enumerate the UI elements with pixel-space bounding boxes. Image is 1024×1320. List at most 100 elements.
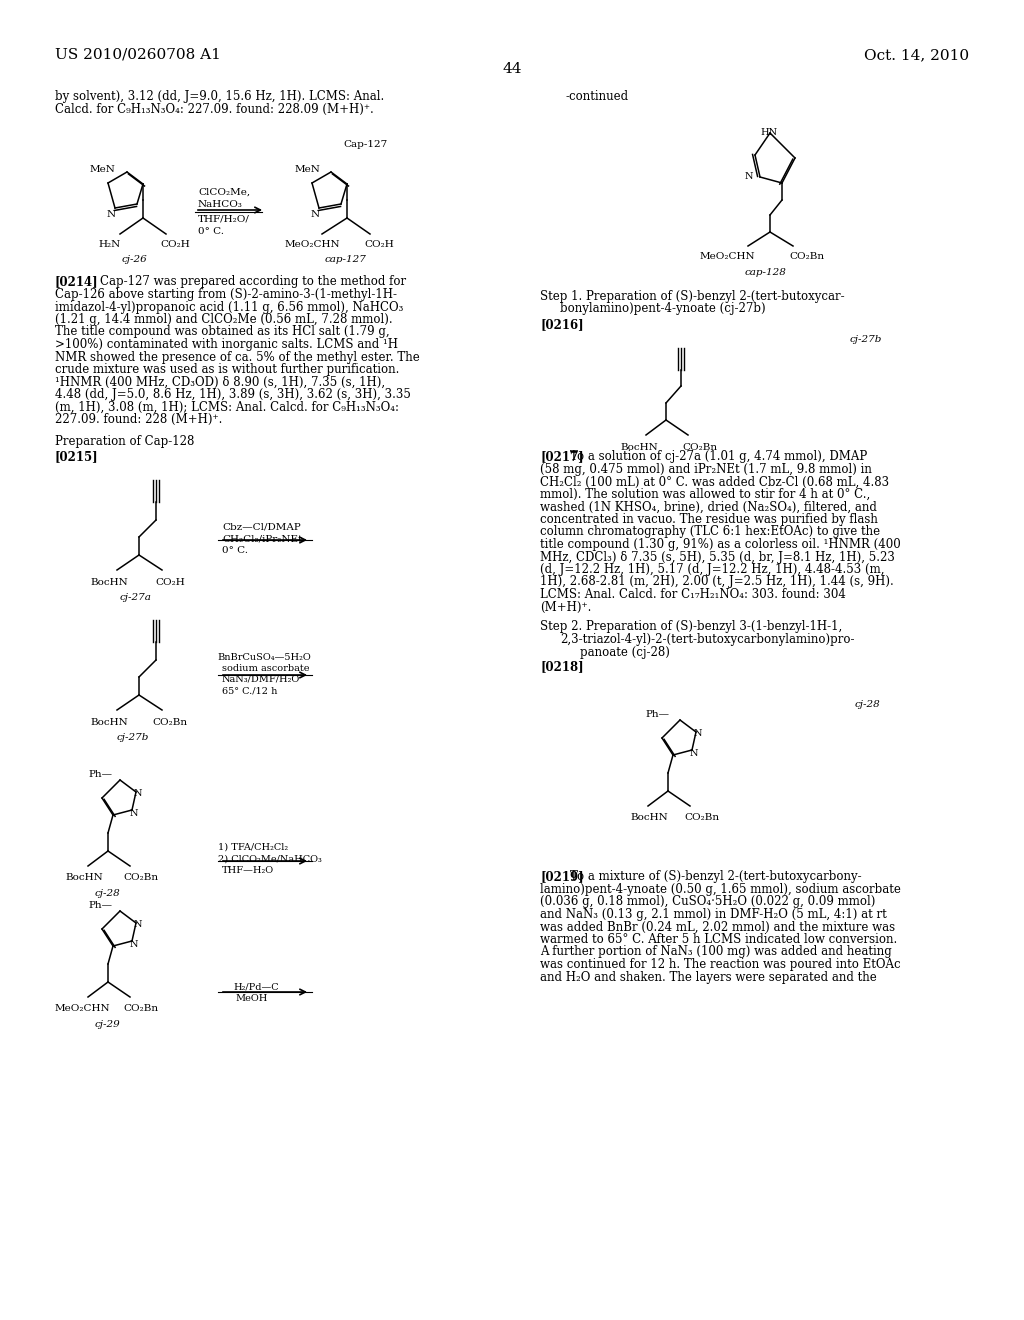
Text: Ph—: Ph— [88, 770, 112, 779]
Text: CO₂Bn: CO₂Bn [790, 252, 824, 261]
Text: 0° C.: 0° C. [198, 227, 224, 236]
Text: MeN: MeN [90, 165, 116, 174]
Text: cj-27b: cj-27b [850, 335, 883, 345]
Text: BocHN: BocHN [65, 873, 102, 882]
Text: BocHN: BocHN [630, 813, 668, 822]
Text: (d, J=12.2 Hz, 1H), 5.17 (d, J=12.2 Hz, 1H), 4.48-4.53 (m,: (d, J=12.2 Hz, 1H), 5.17 (d, J=12.2 Hz, … [540, 564, 885, 576]
Text: cap-128: cap-128 [745, 268, 786, 277]
Text: N: N [311, 210, 321, 219]
Text: cj-27a: cj-27a [120, 593, 152, 602]
Text: NaN₃/DMF/H₂O: NaN₃/DMF/H₂O [222, 675, 300, 684]
Text: by solvent), 3.12 (dd, J=9.0, 15.6 Hz, 1H). LCMS: Anal.: by solvent), 3.12 (dd, J=9.0, 15.6 Hz, 1… [55, 90, 384, 103]
Text: MeOH: MeOH [234, 994, 267, 1003]
Text: H₂N: H₂N [98, 240, 120, 249]
Text: CO₂Bn: CO₂Bn [152, 718, 187, 727]
Text: BocHN: BocHN [90, 578, 128, 587]
Text: (58 mg, 0.475 mmol) and iPr₂NEt (1.7 mL, 9.8 mmol) in: (58 mg, 0.475 mmol) and iPr₂NEt (1.7 mL,… [540, 463, 871, 477]
Text: ¹HNMR (400 MHz, CD₃OD) δ 8.90 (s, 1H), 7.35 (s, 1H),: ¹HNMR (400 MHz, CD₃OD) δ 8.90 (s, 1H), 7… [55, 375, 385, 388]
Text: THF/H₂O/: THF/H₂O/ [198, 215, 250, 224]
Text: CO₂H: CO₂H [160, 240, 189, 249]
Text: 2) ClCO₂Me/NaHCO₃: 2) ClCO₂Me/NaHCO₃ [218, 855, 322, 865]
Text: Step 2. Preparation of (S)-benzyl 3-(1-benzyl-1H-1,: Step 2. Preparation of (S)-benzyl 3-(1-b… [540, 620, 843, 634]
Text: Oct. 14, 2010: Oct. 14, 2010 [864, 48, 969, 62]
Text: 65° C./12 h: 65° C./12 h [222, 686, 278, 696]
Text: mmol). The solution was allowed to stir for 4 h at 0° C.,: mmol). The solution was allowed to stir … [540, 488, 870, 502]
Text: washed (1N KHSO₄, brine), dried (Na₂SO₄), filtered, and: washed (1N KHSO₄, brine), dried (Na₂SO₄)… [540, 500, 877, 513]
Text: Preparation of Cap-128: Preparation of Cap-128 [55, 436, 195, 447]
Text: CH₂Cl₂/iPr₂NEt: CH₂Cl₂/iPr₂NEt [222, 535, 302, 543]
Text: and H₂O and shaken. The layers were separated and the: and H₂O and shaken. The layers were sepa… [540, 970, 877, 983]
Text: H₂/Pd—C: H₂/Pd—C [233, 982, 279, 991]
Text: [0215]: [0215] [55, 450, 98, 463]
Text: N: N [694, 729, 702, 738]
Text: NaHCO₃: NaHCO₃ [198, 201, 243, 209]
Text: 1) TFA/CH₂Cl₂: 1) TFA/CH₂Cl₂ [218, 843, 288, 851]
Text: -continued: -continued [565, 90, 628, 103]
Text: Step 1. Preparation of (S)-benzyl 2-(tert-butoxycar-: Step 1. Preparation of (S)-benzyl 2-(ter… [540, 290, 845, 304]
Text: N: N [106, 210, 116, 219]
Text: A further portion of NaN₃ (100 mg) was added and heating: A further portion of NaN₃ (100 mg) was a… [540, 945, 892, 958]
Text: sodium ascorbate: sodium ascorbate [222, 664, 309, 673]
Text: warmed to 65° C. After 5 h LCMS indicated low conversion.: warmed to 65° C. After 5 h LCMS indicate… [540, 933, 897, 946]
Text: N: N [130, 809, 138, 818]
Text: MeO₂CHN: MeO₂CHN [700, 252, 756, 261]
Text: CH₂Cl₂ (100 mL) at 0° C. was added Cbz-Cl (0.68 mL, 4.83: CH₂Cl₂ (100 mL) at 0° C. was added Cbz-C… [540, 475, 889, 488]
Text: was continued for 12 h. The reaction was poured into EtOAc: was continued for 12 h. The reaction was… [540, 958, 901, 972]
Text: To a solution of cj-27a (1.01 g, 4.74 mmol), DMAP: To a solution of cj-27a (1.01 g, 4.74 mm… [570, 450, 867, 463]
Text: HN: HN [760, 128, 777, 137]
Text: (1.21 g, 14.4 mmol) and ClCO₂Me (0.56 mL, 7.28 mmol).: (1.21 g, 14.4 mmol) and ClCO₂Me (0.56 mL… [55, 313, 392, 326]
Text: [0218]: [0218] [540, 660, 584, 673]
Text: MeO₂CHN: MeO₂CHN [285, 240, 341, 249]
Text: CO₂Bn: CO₂Bn [684, 813, 719, 822]
Text: N: N [690, 748, 698, 758]
Text: 2,3-triazol-4-yl)-2-(tert-butoxycarbonylamino)pro-: 2,3-triazol-4-yl)-2-(tert-butoxycarbonyl… [560, 634, 854, 645]
Text: NMR showed the presence of ca. 5% of the methyl ester. The: NMR showed the presence of ca. 5% of the… [55, 351, 420, 363]
Text: 44: 44 [502, 62, 522, 77]
Text: Cap-126 above starting from (S)-2-amino-3-(1-methyl-1H-: Cap-126 above starting from (S)-2-amino-… [55, 288, 397, 301]
Text: LCMS: Anal. Calcd. for C₁₇H₂₁NO₄: 303. found: 304: LCMS: Anal. Calcd. for C₁₇H₂₁NO₄: 303. f… [540, 587, 846, 601]
Text: [0217]: [0217] [540, 450, 584, 463]
Text: N: N [134, 789, 142, 799]
Text: (M+H)⁺.: (M+H)⁺. [540, 601, 592, 614]
Text: and NaN₃ (0.13 g, 2.1 mmol) in DMF-H₂O (5 mL, 4:1) at rt: and NaN₃ (0.13 g, 2.1 mmol) in DMF-H₂O (… [540, 908, 887, 921]
Text: crude mixture was used as is without further purification.: crude mixture was used as is without fur… [55, 363, 399, 376]
Text: column chromatography (TLC 6:1 hex:EtOAc) to give the: column chromatography (TLC 6:1 hex:EtOAc… [540, 525, 880, 539]
Text: imidazol-4-yl)propanoic acid (1.11 g, 6.56 mmol), NaHCO₃: imidazol-4-yl)propanoic acid (1.11 g, 6.… [55, 301, 403, 314]
Text: (m, 1H), 3.08 (m, 1H); LCMS: Anal. Calcd. for C₉H₁₃N₃O₄:: (m, 1H), 3.08 (m, 1H); LCMS: Anal. Calcd… [55, 400, 399, 413]
Text: Cap-127: Cap-127 [343, 140, 387, 149]
Text: MeO₂CHN: MeO₂CHN [55, 1005, 111, 1012]
Text: N: N [134, 920, 142, 929]
Text: [0214]: [0214] [55, 275, 98, 288]
Text: (0.036 g, 0.18 mmol), CuSO₄·5H₂O (0.022 g, 0.09 mmol): (0.036 g, 0.18 mmol), CuSO₄·5H₂O (0.022 … [540, 895, 876, 908]
Text: N: N [745, 172, 754, 181]
Text: Cbz—Cl/DMAP: Cbz—Cl/DMAP [222, 521, 301, 531]
Text: THF—H₂O: THF—H₂O [222, 866, 274, 875]
Text: 4.48 (dd, J=5.0, 8.6 Hz, 1H), 3.89 (s, 3H), 3.62 (s, 3H), 3.35: 4.48 (dd, J=5.0, 8.6 Hz, 1H), 3.89 (s, 3… [55, 388, 411, 401]
Text: BocHN: BocHN [90, 718, 128, 727]
Text: concentrated in vacuo. The residue was purified by flash: concentrated in vacuo. The residue was p… [540, 513, 878, 525]
Text: CO₂Bn: CO₂Bn [123, 873, 158, 882]
Text: cj-27b: cj-27b [117, 733, 150, 742]
Text: >100%) contaminated with inorganic salts. LCMS and ¹H: >100%) contaminated with inorganic salts… [55, 338, 398, 351]
Text: US 2010/0260708 A1: US 2010/0260708 A1 [55, 48, 221, 62]
Text: N: N [130, 940, 138, 949]
Text: To a mixture of (S)-benzyl 2-(tert-butoxycarbony-: To a mixture of (S)-benzyl 2-(tert-butox… [570, 870, 861, 883]
Text: Cap-127 was prepared according to the method for: Cap-127 was prepared according to the me… [100, 275, 407, 288]
Text: The title compound was obtained as its HCl salt (1.79 g,: The title compound was obtained as its H… [55, 326, 389, 338]
Text: MeN: MeN [295, 165, 321, 174]
Text: 227.09. found: 228 (M+H)⁺.: 227.09. found: 228 (M+H)⁺. [55, 413, 222, 426]
Text: Ph—: Ph— [88, 902, 112, 909]
Text: ClCO₂Me,: ClCO₂Me, [198, 187, 250, 197]
Text: title compound (1.30 g, 91%) as a colorless oil. ¹HNMR (400: title compound (1.30 g, 91%) as a colorl… [540, 539, 901, 550]
Text: cj-28: cj-28 [95, 888, 121, 898]
Text: was added BnBr (0.24 mL, 2.02 mmol) and the mixture was: was added BnBr (0.24 mL, 2.02 mmol) and … [540, 920, 895, 933]
Text: cj-26: cj-26 [122, 255, 147, 264]
Text: lamino)pent-4-ynoate (0.50 g, 1.65 mmol), sodium ascorbate: lamino)pent-4-ynoate (0.50 g, 1.65 mmol)… [540, 883, 901, 896]
Text: MHz, CDCl₃) δ 7.35 (s, 5H), 5.35 (d, br, J=8.1 Hz, 1H), 5.23: MHz, CDCl₃) δ 7.35 (s, 5H), 5.35 (d, br,… [540, 550, 895, 564]
Text: BocHN: BocHN [620, 444, 657, 451]
Text: panoate (cj-28): panoate (cj-28) [580, 645, 670, 659]
Text: [0219]: [0219] [540, 870, 584, 883]
Text: cj-29: cj-29 [95, 1020, 121, 1030]
Text: bonylamino)pent-4-ynoate (cj-27b): bonylamino)pent-4-ynoate (cj-27b) [560, 302, 766, 315]
Text: cap-127: cap-127 [325, 255, 367, 264]
